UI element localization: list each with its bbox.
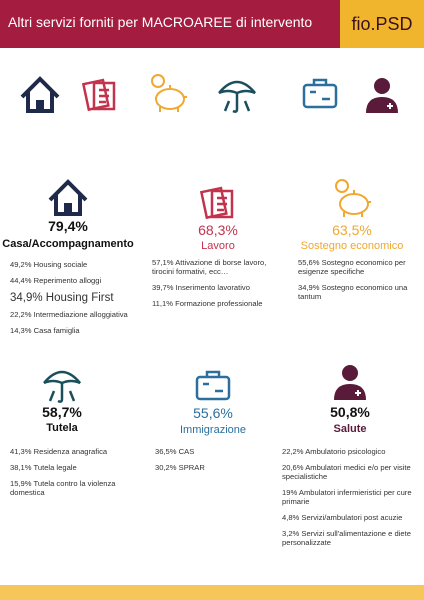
- section-percent: 68,3%: [198, 222, 238, 238]
- section-percent: 79,4%: [48, 218, 88, 234]
- section-title: Casa/Accompagnamento: [2, 238, 134, 250]
- item: 38,1% Tutela legale: [10, 463, 77, 472]
- item: 11,1% Formazione professionale: [152, 299, 263, 308]
- item: 36,5% CAS: [155, 447, 195, 456]
- item: 22,2% Ambulatorio psicologico: [282, 447, 386, 456]
- item: 15,9% Tutela contro la violenza domestic…: [10, 479, 116, 497]
- section-percent: 63,5%: [332, 222, 372, 238]
- section-percent: 58,7%: [42, 404, 82, 420]
- item: 41,3% Residenza anagrafica: [10, 447, 108, 456]
- header-title: Altri servizi forniti per MACROAREE di i…: [8, 14, 313, 30]
- brand: fio.PSD: [340, 0, 424, 48]
- item: 44,4% Reperimento alloggi: [10, 276, 102, 285]
- item: 55,6% Sostegno economico per esigenze sp…: [298, 258, 406, 276]
- section-items: 57,1% Attivazione di borse lavoro, tiroc…: [152, 258, 282, 315]
- section-percent: 55,6%: [193, 405, 233, 421]
- item: 49,2% Housing sociale: [10, 260, 88, 269]
- item: 19% Ambulatori infermieristici per cure …: [282, 488, 412, 506]
- section-items: 49,2% Housing sociale 44,4% Reperimento a…: [10, 260, 140, 342]
- item: 57,1% Attivazione di borse lavoro, tiroc…: [152, 258, 267, 276]
- section-items: 36,5% CAS 30,2% SPRAR: [155, 447, 265, 479]
- section-items: 22,2% Ambulatorio psicologico 20,6% Ambul…: [282, 447, 412, 554]
- item: 34,9% Housing First: [10, 292, 114, 304]
- item: 20,6% Ambulatori medici e/o per visite s…: [282, 463, 411, 481]
- item: 30,2% SPRAR: [155, 463, 205, 472]
- section-percent: 50,8%: [330, 404, 370, 420]
- section-items: 41,3% Residenza anagrafica 38,1% Tutela l…: [10, 447, 130, 504]
- section-title: Salute: [333, 423, 367, 435]
- item: 3,2% Servizi sull'alimentazione e diete …: [282, 529, 411, 547]
- footer-bar: [0, 585, 424, 600]
- section-title: Immigrazione: [179, 424, 247, 436]
- section-title: Lavoro: [201, 240, 235, 252]
- section-title: Sostegno economico: [300, 240, 404, 252]
- item: 39,7% Inserimento lavorativo: [152, 283, 250, 292]
- item: 14,3% Casa famiglia: [10, 326, 80, 335]
- item: 4,8% Servizi/ambulatori post acuzie: [282, 513, 403, 522]
- section-items: 55,6% Sostegno economico per esigenze sp…: [298, 258, 420, 308]
- item: 22,2% Intermediazione alloggiativa: [10, 310, 128, 319]
- item: 34,9% Sostegno economico una tantum: [298, 283, 408, 301]
- section-title: Tutela: [46, 422, 78, 434]
